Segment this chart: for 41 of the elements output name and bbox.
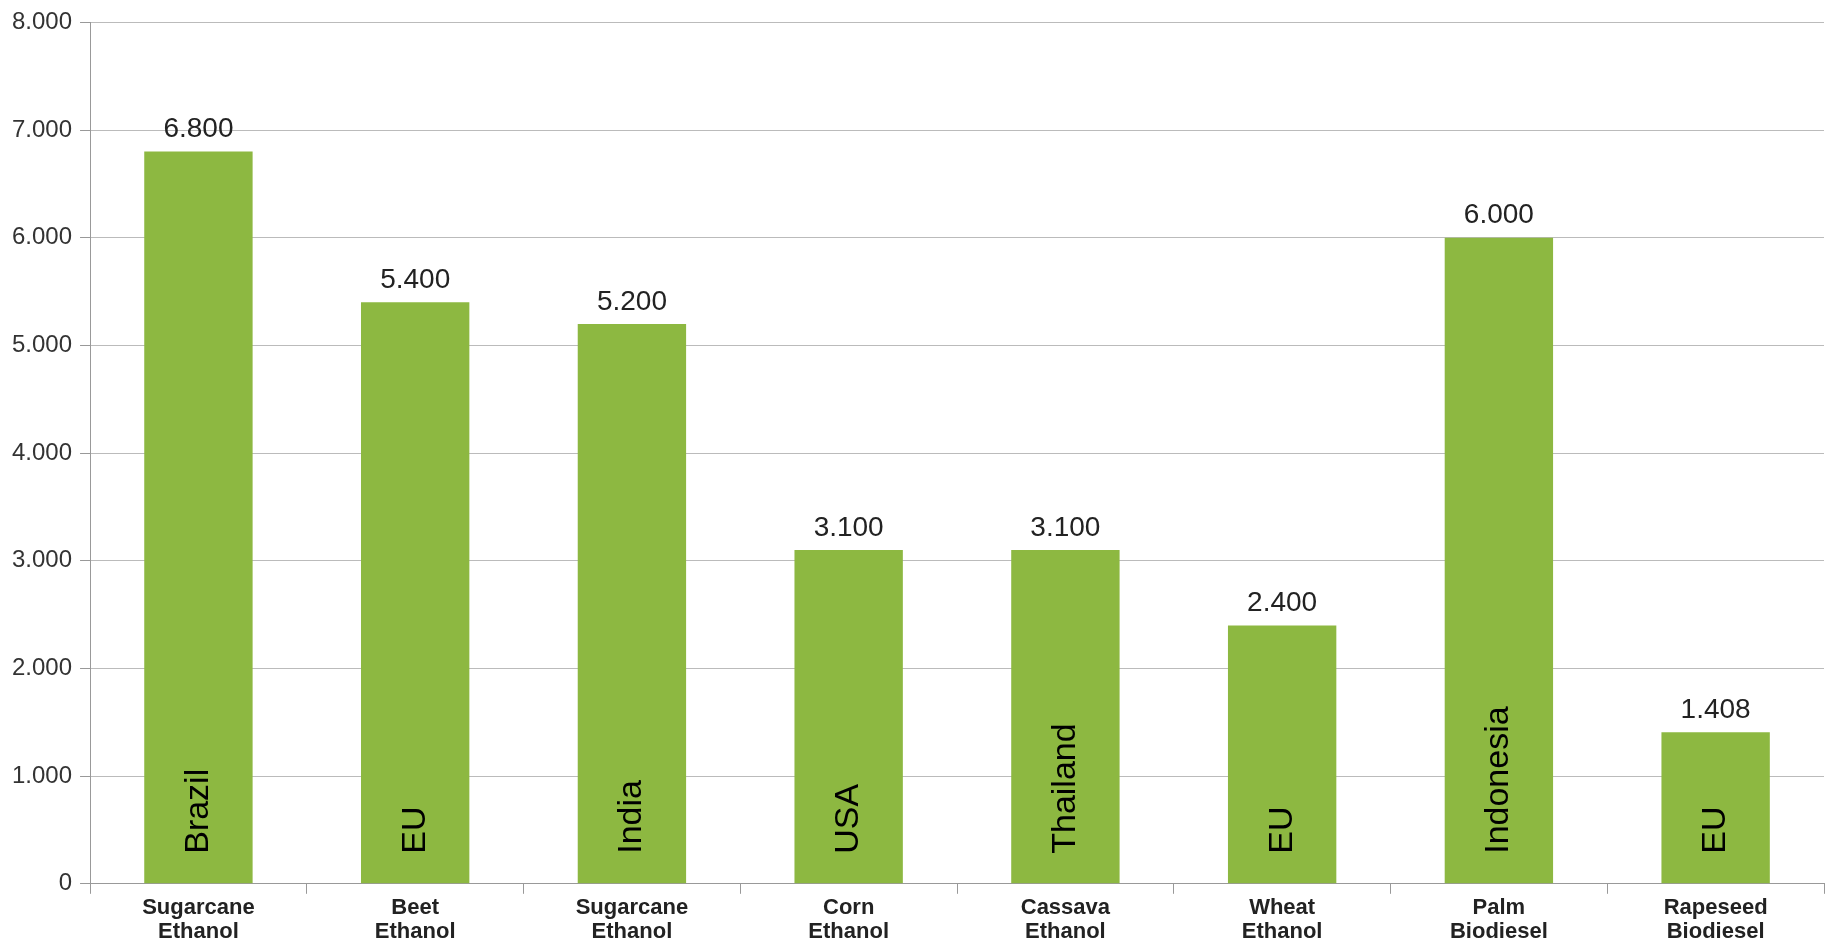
annotation: EU xyxy=(393,806,432,854)
x-tick-label: Rapeseed Biodiesel xyxy=(1663,894,1768,943)
annotation: EU xyxy=(1260,806,1299,854)
annotation: Brazil xyxy=(176,768,215,854)
annotation: Thailand xyxy=(1043,723,1082,854)
annotation: USA xyxy=(827,783,866,854)
data-label: 5.200 xyxy=(596,284,667,316)
y-tick-label: 3.000 xyxy=(12,545,73,573)
bar xyxy=(360,302,470,884)
y-tick-label: 4.000 xyxy=(12,437,73,465)
data-label: 6.800 xyxy=(163,112,234,144)
data-label: 1.408 xyxy=(1680,692,1751,724)
x-tick-label: Sugarcane Ethanol xyxy=(575,894,689,943)
x-tick-label: Corn Ethanol xyxy=(808,894,889,943)
x-tick-label: Sugarcane Ethanol xyxy=(142,894,255,943)
x-tick-label: Wheat Ethanol xyxy=(1241,894,1323,943)
data-label: 6.000 xyxy=(1463,198,1534,230)
x-tick-label: Palm Biodiesel xyxy=(1449,894,1548,943)
data-label: 5.400 xyxy=(380,263,451,295)
bar xyxy=(1011,550,1120,884)
data-label: 2.400 xyxy=(1247,586,1318,618)
bar xyxy=(1661,732,1770,884)
data-label: 3.100 xyxy=(813,510,884,542)
y-tick-label: 1.000 xyxy=(12,760,73,788)
bar xyxy=(794,550,903,884)
data-label: 3.100 xyxy=(1030,510,1101,542)
x-tick-label: Cassava Ethanol xyxy=(1020,894,1111,943)
y-tick-label: 8.000 xyxy=(12,7,73,35)
x-tick-label: Beet Ethanol xyxy=(374,894,456,943)
bar xyxy=(144,151,253,884)
annotation: Indonesia xyxy=(1477,706,1516,854)
bar xyxy=(1444,237,1554,884)
y-tick-label: 5.000 xyxy=(12,330,73,358)
annotation: EU xyxy=(1694,806,1732,854)
y-tick-label: 0 xyxy=(58,868,73,896)
y-tick-label: 2.000 xyxy=(12,653,73,681)
y-tick-label: 7.000 xyxy=(12,114,73,142)
annotation: India xyxy=(610,779,649,854)
bar xyxy=(577,323,687,884)
y-tick-label: 6.000 xyxy=(12,222,73,250)
bar xyxy=(1227,625,1337,884)
